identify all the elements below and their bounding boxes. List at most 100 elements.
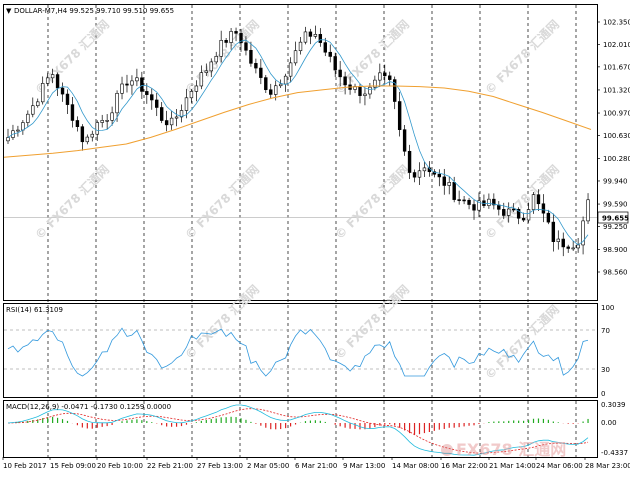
candle-body — [100, 120, 104, 123]
fx678-logo: FX678 汇通网 — [441, 440, 566, 459]
candle-body — [159, 107, 164, 121]
candle-body — [50, 74, 55, 79]
price-tick-label: 102.350 — [603, 19, 630, 27]
svg-text:0: 0 — [601, 390, 605, 398]
candle-body — [383, 72, 387, 77]
candle-body — [323, 42, 327, 53]
candle-body — [457, 199, 461, 201]
candle-body — [531, 194, 536, 210]
candle-body — [120, 83, 124, 94]
candle-body — [16, 129, 20, 132]
price-tick-label: 100.280 — [603, 155, 630, 163]
menu-triangle-icon[interactable]: ▼ — [6, 7, 12, 15]
candle-body — [244, 42, 248, 51]
svg-text:100: 100 — [601, 304, 614, 312]
watermark-text: © FX678 汇通网 — [182, 162, 263, 243]
candle-body — [174, 116, 179, 119]
candle-body — [561, 238, 565, 248]
candle-body — [224, 40, 228, 43]
candle-body — [130, 80, 134, 86]
candle-body — [65, 93, 70, 105]
time-tick-label: 16 Mar 22:00 — [441, 462, 488, 470]
svg-text:0.3039: 0.3039 — [601, 401, 626, 409]
candle-body — [333, 56, 337, 71]
candle-body — [497, 204, 501, 210]
candle-body — [442, 176, 446, 186]
candle-body — [363, 93, 367, 96]
candle-body — [36, 101, 40, 107]
candle-body — [90, 133, 94, 138]
svg-text:99.655: 99.655 — [602, 215, 629, 223]
time-tick-label: 2 Mar 05:00 — [247, 462, 289, 470]
macd-main-line — [7, 404, 589, 456]
candle-body — [6, 137, 10, 142]
candle-body — [85, 136, 90, 143]
candle-body — [402, 129, 407, 152]
time-tick-label: 21 Mar 14:00 — [489, 462, 536, 470]
candle-body — [388, 75, 392, 80]
price-axis: 102.350 102.010 101.670 101.320 100.970 100.6… — [597, 19, 630, 277]
candle-body — [249, 49, 253, 64]
price-tick-label: 99.250 — [603, 223, 628, 231]
candle-body — [229, 31, 233, 43]
current-price-badge: 99.655 — [597, 211, 629, 224]
candle-body — [45, 77, 50, 84]
candle-body — [576, 244, 580, 249]
candle-body — [60, 87, 65, 95]
candle-body — [521, 217, 526, 221]
time-tick-label: 14 Mar 08:00 — [392, 462, 439, 470]
time-tick-label: 28 Mar 23:00 — [585, 462, 630, 470]
candle-body — [209, 61, 213, 72]
candle-body — [338, 69, 342, 78]
watermark-text: © FX678 汇通网 — [32, 162, 113, 243]
rsi-line — [7, 327, 589, 377]
candle-body — [298, 41, 303, 52]
ma-fast-line — [7, 39, 589, 246]
time-tick-label: 20 Feb 10:00 — [97, 462, 143, 470]
candle-body — [169, 117, 174, 126]
candle-body — [239, 33, 243, 43]
candle-body — [462, 199, 466, 202]
candle-body — [234, 31, 238, 34]
candle-body — [437, 173, 442, 178]
time-tick-label: 6 Mar 21:00 — [295, 462, 337, 470]
candle-body — [452, 182, 456, 200]
candle-body — [407, 150, 412, 173]
watermark-text: © FX678 汇通网 — [182, 282, 263, 363]
candle-body — [586, 199, 590, 222]
price-tick-label: 99.590 — [603, 201, 628, 209]
candle-body — [179, 110, 184, 118]
candle-body — [472, 204, 476, 211]
macd-signal-line — [7, 408, 589, 454]
candle-body — [288, 62, 293, 77]
candle-body — [566, 246, 570, 249]
candle-body — [31, 105, 35, 115]
svg-text:0.00: 0.00 — [601, 419, 617, 427]
candle-body — [358, 86, 362, 96]
price-tick-label: 101.320 — [603, 86, 630, 94]
candle-body — [254, 63, 258, 69]
candle-body — [556, 238, 560, 242]
candle-body — [214, 56, 218, 63]
candle-body — [278, 83, 283, 87]
watermark-text: © FX678 汇通网 — [482, 302, 563, 383]
price-tick-label: 100.970 — [603, 110, 630, 118]
candle-body — [551, 221, 556, 242]
candle-body — [477, 200, 481, 211]
candle-body — [507, 208, 511, 216]
candle-body — [368, 86, 372, 95]
candle-body — [343, 76, 347, 86]
candle-body — [487, 198, 491, 206]
rsi-label: RSI(14) 61.3109 — [6, 306, 63, 314]
time-tick-label: 27 Feb 13:00 — [197, 462, 243, 470]
time-tick-label: 24 Mar 06:00 — [536, 462, 583, 470]
candle-body — [164, 120, 169, 126]
candle-body — [546, 212, 551, 223]
candle-body — [115, 93, 119, 114]
price-tick-label: 100.630 — [603, 132, 630, 140]
time-tick-label: 9 Mar 13:00 — [343, 462, 385, 470]
candle-body — [392, 79, 397, 102]
candle-body — [150, 94, 154, 101]
